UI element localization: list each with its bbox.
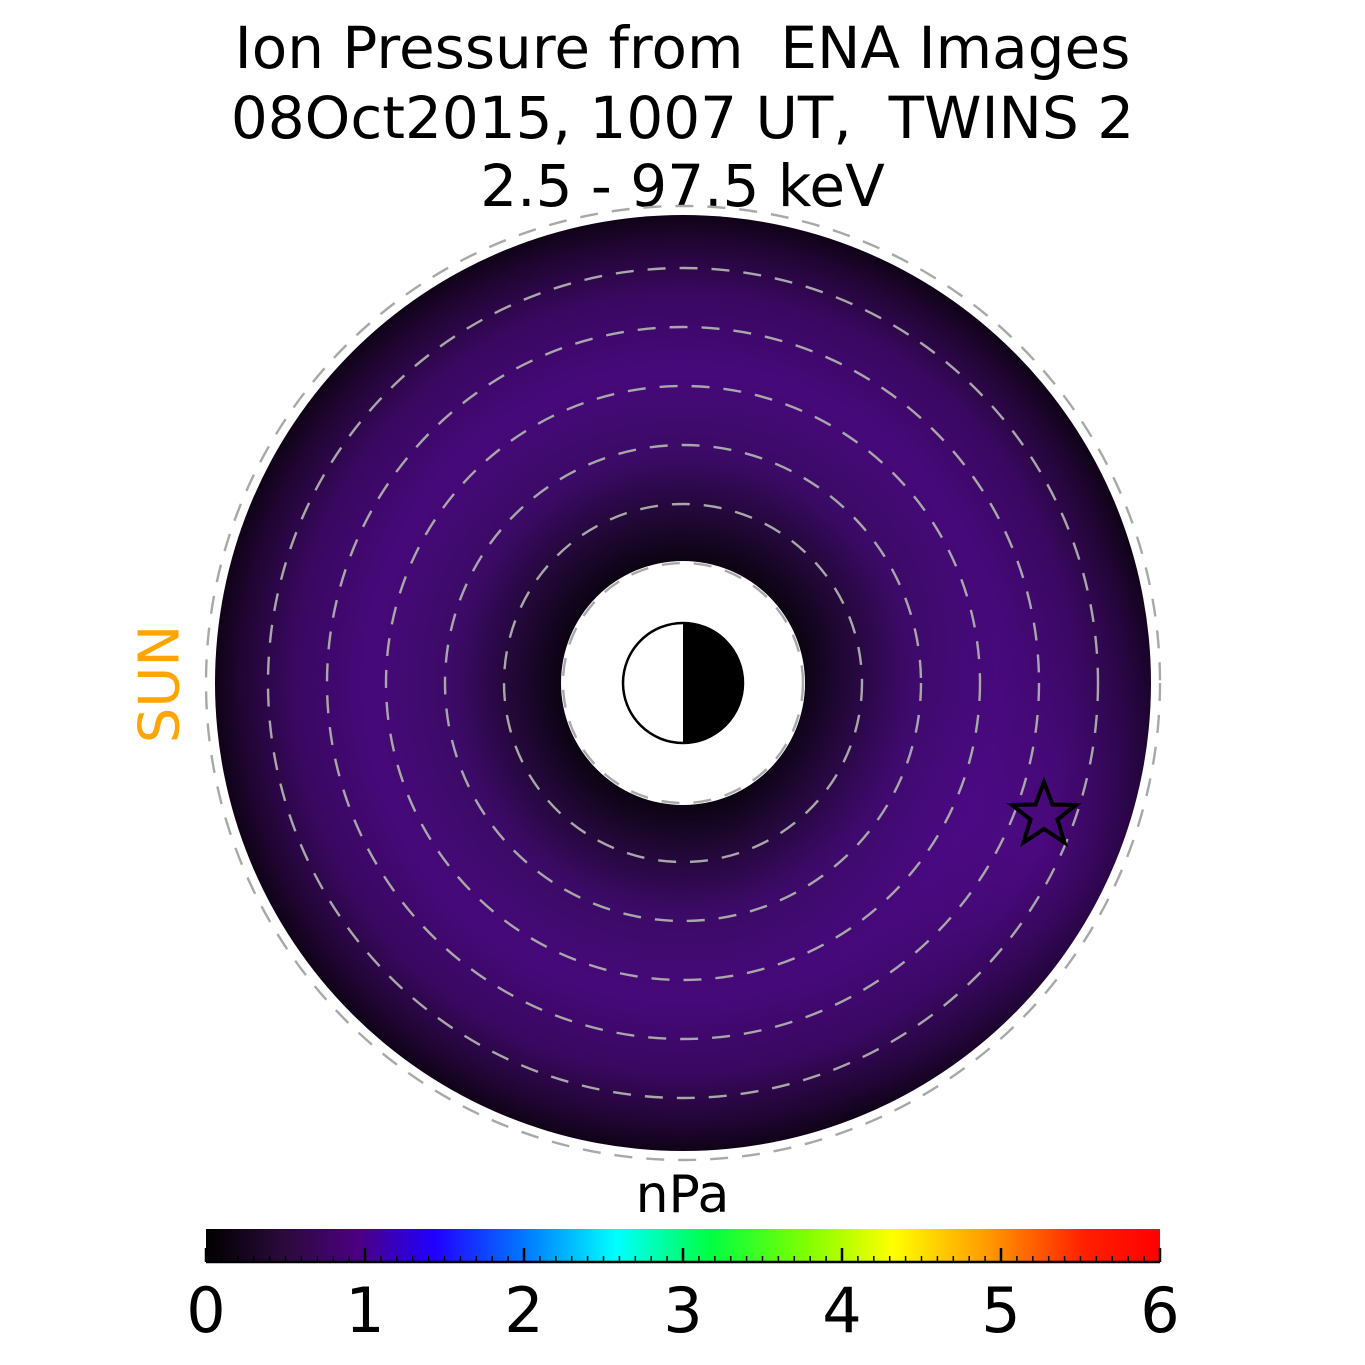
star-icon — [1006, 776, 1082, 848]
colorbar-tick-label: 5 — [981, 1274, 1021, 1347]
colorbar-tick-label: 6 — [1140, 1274, 1180, 1347]
colorbar-unit-label: nPa — [635, 1165, 730, 1225]
colorbar-tick-label: 0 — [186, 1274, 226, 1347]
chart-title-line2: 08Oct2015, 1007 UT, TWINS 2 — [230, 84, 1135, 152]
range-circles — [204, 204, 1162, 1162]
outer-boundary-circle — [204, 204, 1162, 1162]
colorbar-tick-label: 4 — [822, 1274, 862, 1347]
colorbar-tick-label: 3 — [663, 1274, 703, 1347]
colorbar — [204, 1229, 1162, 1264]
colorbar-tick-label: 1 — [345, 1274, 385, 1347]
sun-direction-label: SUN — [127, 624, 193, 744]
chart-title-line1: Ion Pressure from ENA Images — [234, 14, 1131, 82]
earth-icon — [621, 621, 745, 745]
colorbar-tick-label: 2 — [504, 1274, 544, 1347]
